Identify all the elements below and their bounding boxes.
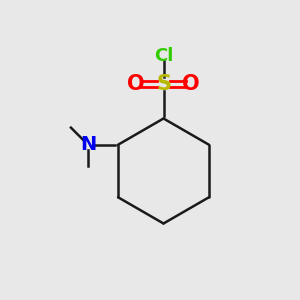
Text: O: O bbox=[127, 74, 145, 94]
Text: O: O bbox=[182, 74, 200, 94]
Text: Cl: Cl bbox=[154, 46, 173, 64]
Text: N: N bbox=[80, 135, 96, 154]
Text: S: S bbox=[156, 74, 171, 94]
